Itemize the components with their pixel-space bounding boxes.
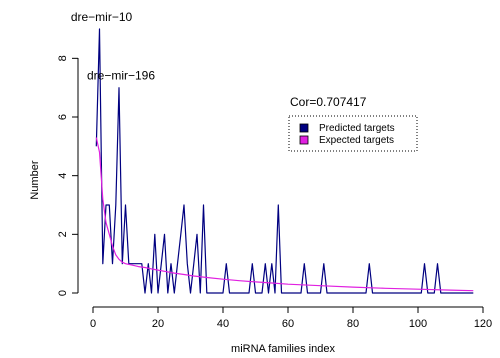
y-tick-label-0: 0 bbox=[57, 290, 69, 296]
legend-label-expected: Expected targets bbox=[319, 135, 394, 146]
legend-swatch-expected bbox=[299, 135, 309, 145]
annotation-1: dre−mir−196 bbox=[87, 69, 155, 83]
y-tick-label-3: 6 bbox=[57, 114, 69, 120]
series-layer bbox=[95, 28, 474, 294]
y-axis-label: Number bbox=[29, 160, 41, 199]
y-tick-label-1: 2 bbox=[57, 231, 69, 237]
x-tick-label-0: 0 bbox=[90, 318, 96, 330]
y-tick-label-2: 4 bbox=[57, 173, 69, 179]
y-tick-label-4: 8 bbox=[57, 55, 69, 61]
x-tick-label-6: 120 bbox=[474, 318, 492, 330]
annotation-0: dre−mir−10 bbox=[71, 10, 133, 24]
x-tick-label-4: 80 bbox=[347, 318, 359, 330]
legend: Predicted targets Expected targets bbox=[288, 115, 418, 152]
annotation-layer: dre−mir−10 dre−mir−196 bbox=[71, 10, 156, 83]
x-tick-label-1: 20 bbox=[152, 318, 164, 330]
series-line-predicted bbox=[95, 28, 474, 294]
legend-label-predicted: Predicted targets bbox=[319, 123, 395, 134]
x-axis-ticks: 0 20 40 60 80 100 120 bbox=[90, 307, 492, 330]
correlation-text: Cor=0.707417 bbox=[290, 95, 367, 109]
legend-swatch-predicted bbox=[299, 123, 309, 133]
y-axis-ticks: 0 2 4 6 8 bbox=[57, 55, 78, 296]
plot-area bbox=[78, 14, 498, 307]
legend-box bbox=[288, 115, 418, 152]
series-line-expected bbox=[95, 137, 474, 292]
x-tick-label-2: 40 bbox=[217, 318, 229, 330]
x-tick-label-5: 100 bbox=[409, 318, 427, 330]
x-tick-label-3: 60 bbox=[282, 318, 294, 330]
x-axis-label: miRNA families index bbox=[231, 343, 335, 355]
